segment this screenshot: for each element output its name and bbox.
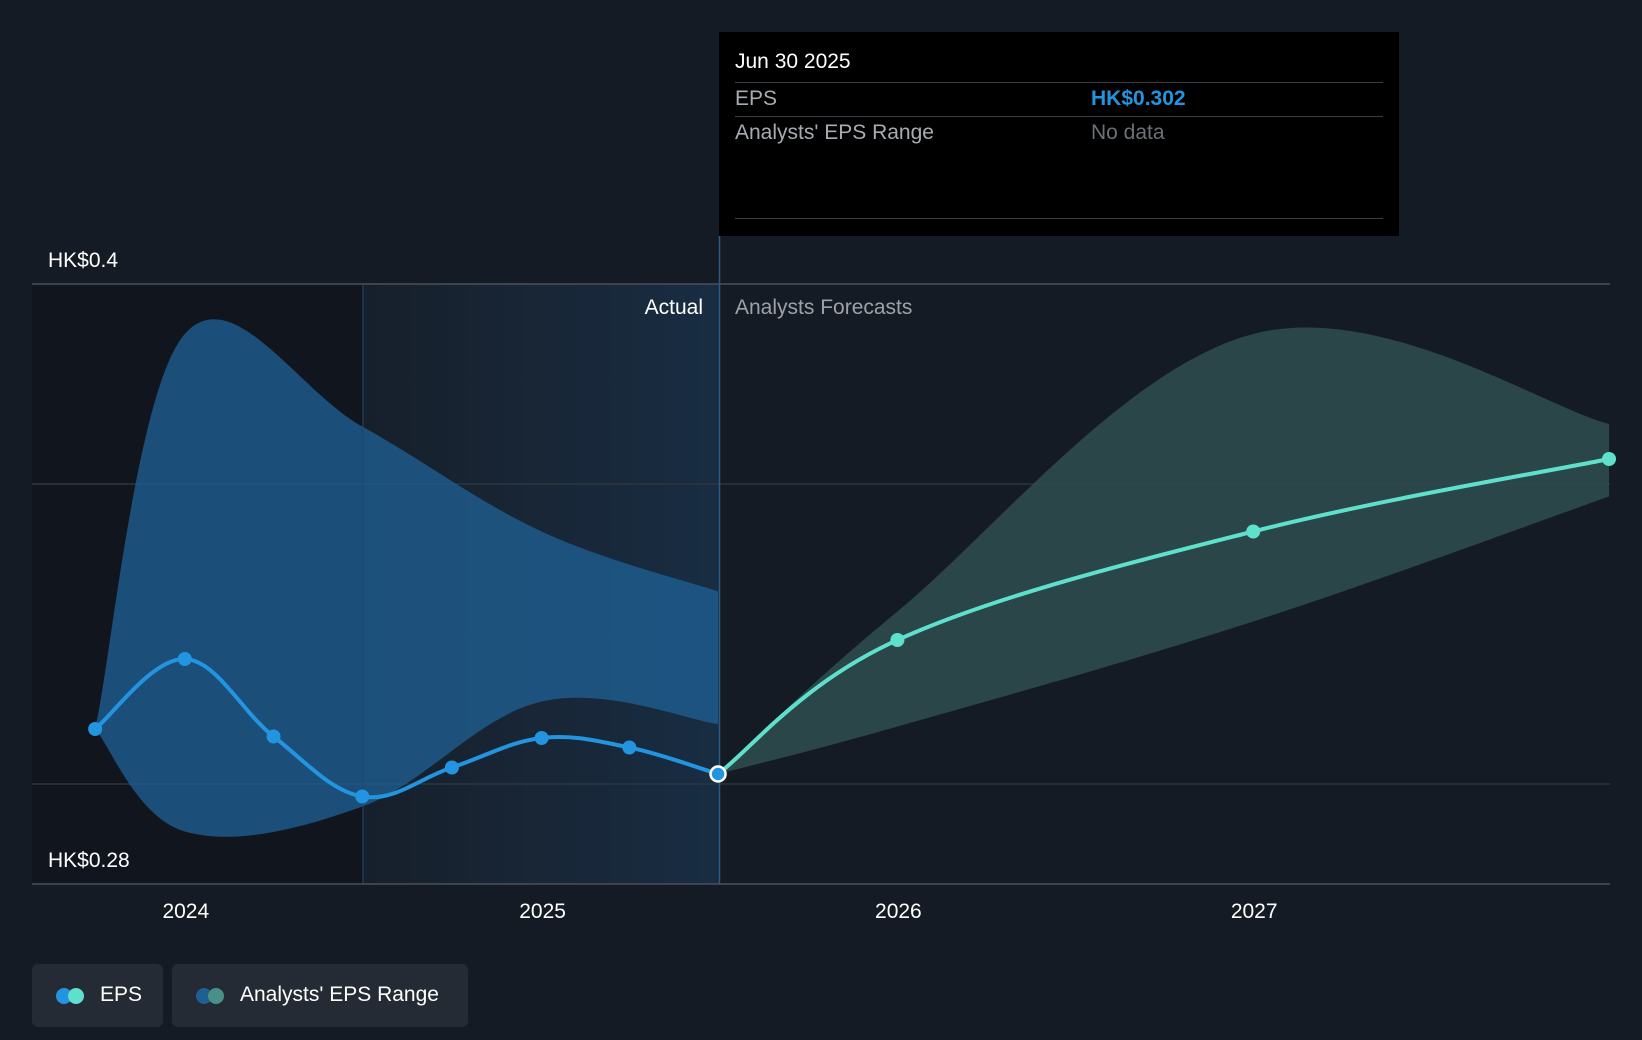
legend-eps-button[interactable]: EPS (32, 964, 163, 1027)
eps-point[interactable] (266, 729, 281, 744)
tooltip-range-label: Analysts' EPS Range (735, 121, 934, 144)
x-tick-label: 2024 (162, 900, 209, 923)
x-tick-label: 2027 (1231, 900, 1278, 923)
tooltip-range-value: No data (1091, 121, 1165, 144)
y-axis-max-label: HK$0.4 (48, 249, 119, 272)
y-axis-min-label: HK$0.28 (48, 849, 130, 872)
tooltip-date: Jun 30 2025 (735, 50, 851, 73)
eps-forecast-line (716, 457, 1612, 776)
legend-range-label: Analysts' EPS Range (240, 983, 439, 1006)
eps-point[interactable] (444, 760, 459, 775)
eps-point[interactable] (177, 652, 192, 666)
eps-range-band-actual (95, 319, 719, 837)
tooltip-eps-value: HK$0.302 (1091, 87, 1186, 110)
eps-point[interactable] (355, 789, 370, 804)
x-tick-label: 2025 (519, 900, 566, 923)
range-legend-icon (196, 988, 228, 1004)
eps-point[interactable] (534, 731, 549, 745)
tooltip-divider (735, 218, 1383, 219)
eps-range-band-forecast (718, 327, 1610, 774)
tooltip-eps-label: EPS (735, 87, 778, 110)
eps-point[interactable] (622, 740, 637, 755)
eps-forecast-point[interactable] (1246, 524, 1261, 539)
eps-legend-icon (56, 988, 88, 1004)
eps-forecast-point[interactable] (890, 633, 905, 647)
eps-point[interactable] (88, 722, 103, 736)
eps-highlighted-point[interactable] (709, 765, 727, 783)
tooltip: Jun 30 2025 EPS HK$0.302 Analysts' EPS R… (719, 32, 1399, 236)
legend-range-button[interactable]: Analysts' EPS Range (172, 964, 468, 1027)
legend-eps-label: EPS (100, 983, 143, 1006)
tooltip-divider (735, 116, 1383, 117)
tooltip-divider (735, 82, 1383, 83)
forecast-label: Analysts Forecasts (735, 296, 913, 319)
eps-forecast-point[interactable] (1602, 452, 1617, 466)
actual-label: Actual (644, 296, 703, 319)
x-tick-label: 2026 (875, 900, 922, 923)
